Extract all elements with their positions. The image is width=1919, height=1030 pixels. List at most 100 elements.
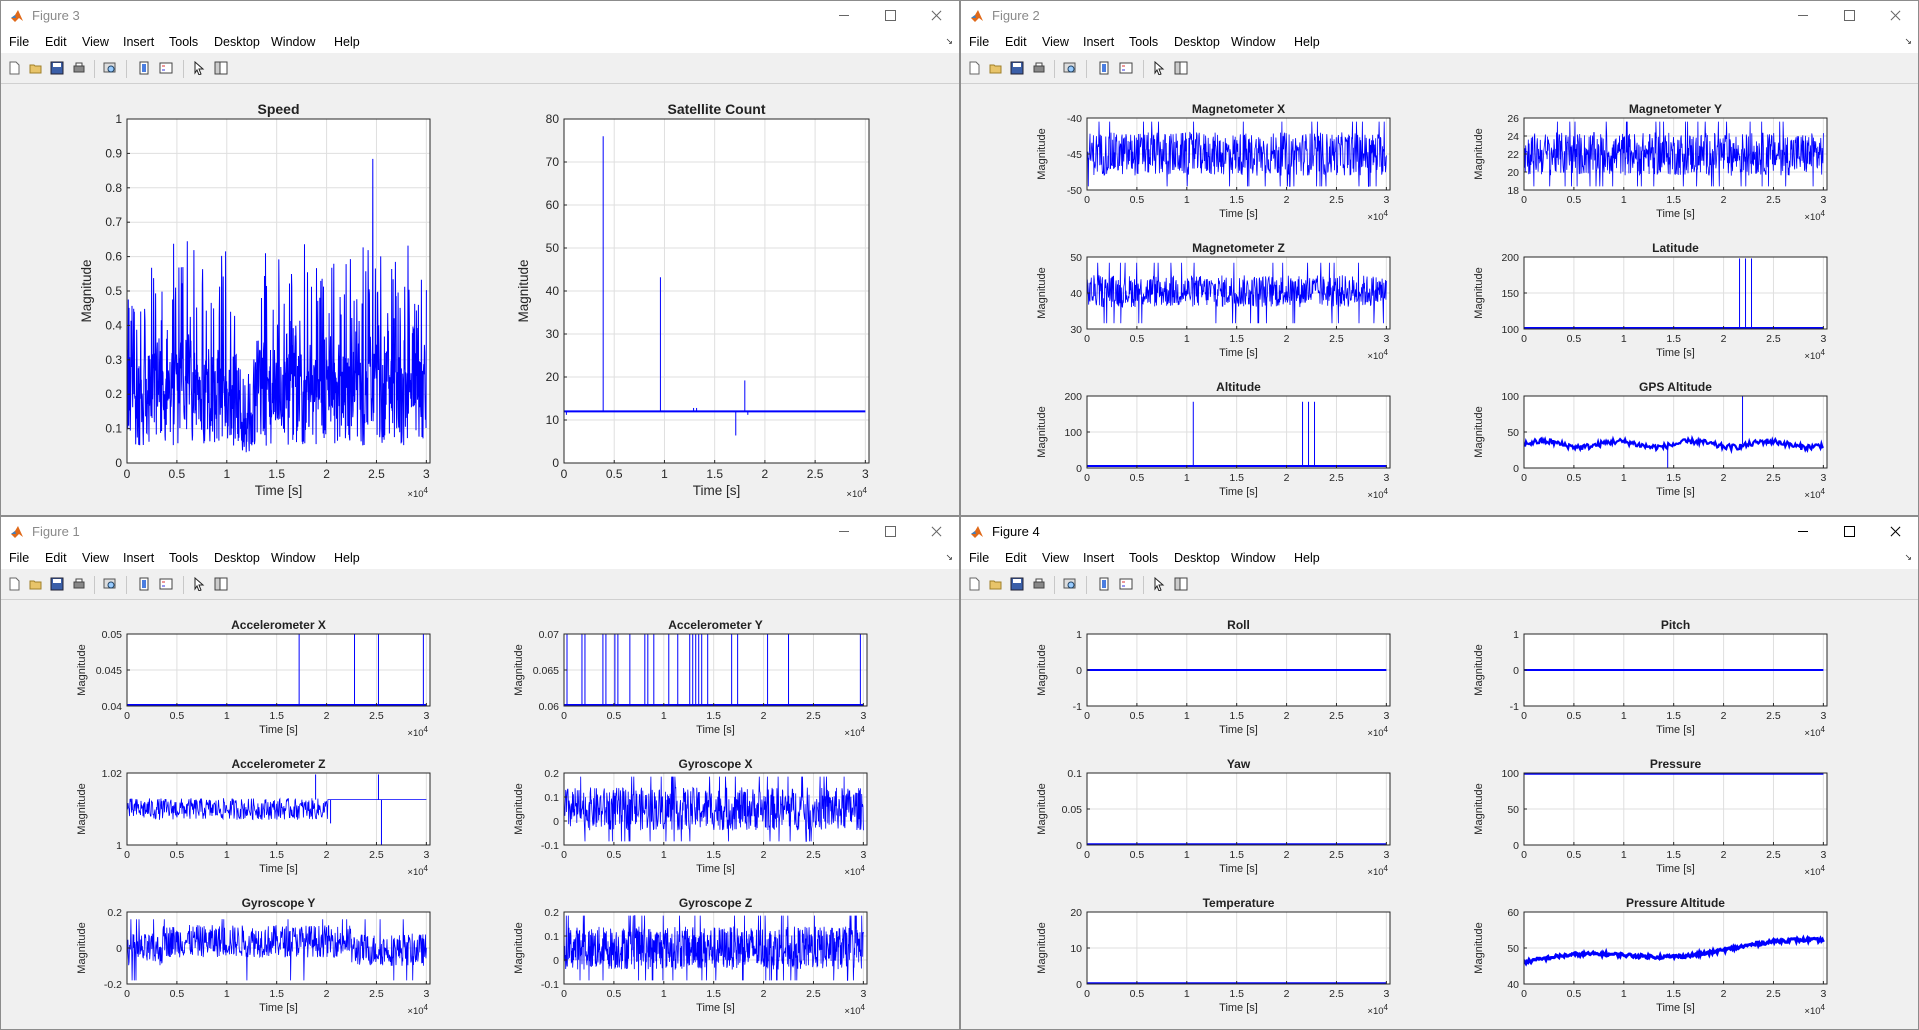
minimize-button[interactable] [1780, 517, 1826, 546]
menu-item-help[interactable]: Help [1294, 35, 1320, 49]
pointer-icon[interactable] [192, 576, 206, 592]
figure-1-window[interactable]: Figure 1 File Edit View Insert Tools Desktop Wi… [0, 516, 960, 1030]
menu-item-insert[interactable]: Insert [123, 35, 155, 49]
menu-item-view[interactable]: View [82, 551, 109, 565]
plot-axes[interactable]: 0 0.5 1 1.5 2 2.5 3 0 0.05 0.1 Yaw Time [s] Magnitud… [1017, 743, 1420, 895]
plot-axes[interactable]: 0 0.5 1 1.5 2 2.5 3 1 1.02 Accelerometer Z Time [s… [57, 743, 460, 895]
menu-item-edit[interactable]: Edit [45, 551, 67, 565]
close-button[interactable] [913, 517, 959, 546]
legend-icon[interactable] [159, 577, 173, 591]
menu-item-view[interactable]: View [82, 35, 109, 49]
plot-axes[interactable]: 0 0.5 1 1.5 2 2.5 3 100 150 200 Latitude Time [s] Ma… [1454, 227, 1857, 379]
minimize-button[interactable] [821, 517, 867, 546]
pointer-icon[interactable] [1152, 60, 1166, 76]
legend-icon[interactable] [1119, 61, 1133, 75]
plot-axes[interactable]: 0 0.5 1 1.5 2 2.5 3 0 50 100 Pressure Time [s] Magni… [1454, 743, 1857, 895]
colorbar-icon[interactable] [1097, 577, 1111, 591]
new-figure-icon[interactable] [7, 61, 21, 75]
title-bar[interactable]: Figure 2 [961, 1, 1918, 30]
open-file-icon[interactable] [29, 61, 43, 75]
property-editor-icon[interactable] [1174, 577, 1188, 591]
pointer-icon[interactable] [1152, 576, 1166, 592]
menu-item-window[interactable]: Window [1231, 551, 1276, 565]
title-bar[interactable]: Figure 1 [1, 517, 959, 546]
menu-item-desktop[interactable]: Desktop [214, 551, 260, 565]
new-figure-icon[interactable] [967, 577, 981, 591]
menu-item-insert[interactable]: Insert [1083, 551, 1115, 565]
new-figure-icon[interactable] [7, 577, 21, 591]
menu-item-file[interactable]: File [969, 551, 990, 565]
title-bar[interactable]: Figure 3 [1, 1, 959, 30]
print-icon[interactable] [1032, 577, 1046, 591]
plot-axes[interactable]: 0 0.5 1 1.5 2 2.5 3 30 40 50 Magnetometer Z Time [s… [1017, 227, 1420, 379]
maximize-button[interactable] [867, 517, 913, 546]
print-preview-icon[interactable] [1063, 577, 1077, 591]
menu-item-window[interactable]: Window [271, 35, 316, 49]
colorbar-icon[interactable] [137, 577, 151, 591]
menu-item-insert[interactable]: Insert [1083, 35, 1115, 49]
minimize-button[interactable] [1780, 1, 1826, 30]
dock-arrow-icon[interactable]: ↘ [1904, 36, 1912, 46]
dock-arrow-icon[interactable]: ↘ [1904, 552, 1912, 562]
open-file-icon[interactable] [989, 61, 1003, 75]
close-button[interactable] [1872, 1, 1918, 30]
maximize-button[interactable] [867, 1, 913, 30]
colorbar-icon[interactable] [137, 61, 151, 75]
plot-axes[interactable]: 0 0.5 1 1.5 2 2.5 3 -50 -45 -40 Magnetometer X Time… [1017, 88, 1420, 240]
print-icon[interactable] [1032, 61, 1046, 75]
figure-canvas[interactable]: 0 0.5 1 1.5 2 2.5 3 -50 -45 -40 Magnetometer X Time… [961, 84, 1918, 515]
colorbar-icon[interactable] [1097, 61, 1111, 75]
close-button[interactable] [1872, 517, 1918, 546]
plot-axes[interactable]: 0 0.5 1 1.5 2 2.5 3 18 20 22 24 26 Magnetometer Y Tim… [1454, 88, 1857, 240]
menu-item-help[interactable]: Help [334, 551, 360, 565]
figure-3-window[interactable]: Figure 3 File Edit View Insert Tools Desktop Wi… [0, 0, 960, 516]
menu-item-desktop[interactable]: Desktop [1174, 551, 1220, 565]
print-preview-icon[interactable] [103, 577, 117, 591]
menu-item-desktop[interactable]: Desktop [1174, 35, 1220, 49]
title-bar[interactable]: Figure 4 [961, 517, 1918, 546]
print-icon[interactable] [72, 577, 86, 591]
property-editor-icon[interactable] [214, 577, 228, 591]
minimize-button[interactable] [821, 1, 867, 30]
figure-canvas[interactable]: 0 0.5 1 1.5 2 2.5 3 0 0.1 0.2 0.3 0.4 0.5 0.6 0.7 0.8 0.… [1, 84, 959, 515]
property-editor-icon[interactable] [1174, 61, 1188, 75]
save-icon[interactable] [50, 577, 64, 591]
figure-canvas[interactable]: 0 0.5 1 1.5 2 2.5 3 0.04 0.045 0.05 Accelerometer … [1, 600, 959, 1029]
plot-axes[interactable]: 0 0.5 1 1.5 2 2.5 3 0 100 200 Altitude Time [s] Magn… [1017, 366, 1420, 516]
pointer-icon[interactable] [192, 60, 206, 76]
dock-arrow-icon[interactable]: ↘ [945, 36, 953, 46]
menu-item-file[interactable]: File [969, 35, 990, 49]
new-figure-icon[interactable] [967, 61, 981, 75]
plot-axes[interactable]: 0 0.5 1 1.5 2 2.5 3 0.06 0.065 0.07 Accelerometer … [494, 604, 897, 756]
figure-canvas[interactable]: 0 0.5 1 1.5 2 2.5 3 -1 0 1 Roll Time [s] Magnitude ×1… [961, 600, 1918, 1029]
plot-axes[interactable]: 0 0.5 1 1.5 2 2.5 3 0.04 0.045 0.05 Accelerometer … [57, 604, 460, 756]
menu-item-window[interactable]: Window [1231, 35, 1276, 49]
menu-item-view[interactable]: View [1042, 35, 1069, 49]
menu-item-file[interactable]: File [9, 35, 30, 49]
menu-item-file[interactable]: File [9, 551, 30, 565]
save-icon[interactable] [1010, 61, 1024, 75]
plot-axes[interactable]: 0 0.5 1 1.5 2 2.5 301020304050607080Satellite … [494, 89, 899, 513]
menu-item-desktop[interactable]: Desktop [214, 35, 260, 49]
plot-axes[interactable]: 0 0.5 1 1.5 2 2.5 3 0 10 20 Temperature Time [s] Mag… [1017, 882, 1420, 1030]
property-editor-icon[interactable] [214, 61, 228, 75]
plot-axes[interactable]: 0 0.5 1 1.5 2 2.5 3 0 0.1 0.2 0.3 0.4 0.5 0.6 0.7 0.8 0.… [57, 89, 460, 513]
menu-item-tools[interactable]: Tools [1129, 551, 1159, 565]
menu-item-view[interactable]: View [1042, 551, 1069, 565]
maximize-button[interactable] [1826, 517, 1872, 546]
figure-2-window[interactable]: Figure 2 File Edit View Insert Tools Desktop Wi… [960, 0, 1919, 516]
menu-item-edit[interactable]: Edit [1005, 35, 1027, 49]
menu-item-help[interactable]: Help [334, 35, 360, 49]
legend-icon[interactable] [159, 61, 173, 75]
close-button[interactable] [913, 1, 959, 30]
figure-4-window[interactable]: Figure 4 File Edit View Insert Tools Desktop Wi… [960, 516, 1919, 1030]
menu-item-tools[interactable]: Tools [1129, 35, 1159, 49]
menu-item-edit[interactable]: Edit [1005, 551, 1027, 565]
dock-arrow-icon[interactable]: ↘ [945, 552, 953, 562]
menu-item-edit[interactable]: Edit [45, 35, 67, 49]
